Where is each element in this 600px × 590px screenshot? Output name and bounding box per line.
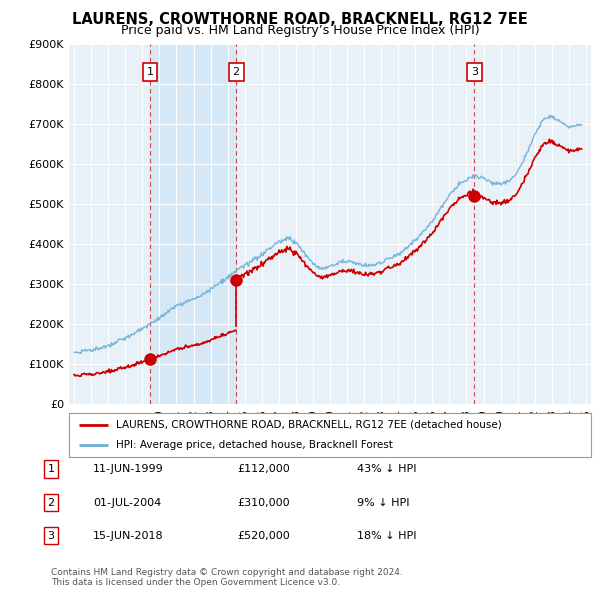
Text: 01-JUL-2004: 01-JUL-2004	[93, 498, 161, 507]
Text: £310,000: £310,000	[237, 498, 290, 507]
Bar	[150, 44, 236, 404]
Text: £112,000: £112,000	[237, 464, 290, 474]
Text: 18% ↓ HPI: 18% ↓ HPI	[357, 531, 416, 540]
Text: HPI: Average price, detached house, Bracknell Forest: HPI: Average price, detached house, Brac…	[116, 440, 393, 450]
Text: 1: 1	[47, 464, 55, 474]
Text: 3: 3	[471, 67, 478, 77]
Text: 2: 2	[47, 498, 55, 507]
Text: LAURENS, CROWTHORNE ROAD, BRACKNELL, RG12 7EE (detached house): LAURENS, CROWTHORNE ROAD, BRACKNELL, RG1…	[116, 420, 502, 430]
Text: £520,000: £520,000	[237, 531, 290, 540]
Text: 2: 2	[233, 67, 240, 77]
Text: 9% ↓ HPI: 9% ↓ HPI	[357, 498, 409, 507]
Text: Contains HM Land Registry data © Crown copyright and database right 2024.
This d: Contains HM Land Registry data © Crown c…	[51, 568, 403, 587]
Text: Price paid vs. HM Land Registry’s House Price Index (HPI): Price paid vs. HM Land Registry’s House …	[121, 24, 479, 37]
Text: 1: 1	[146, 67, 154, 77]
Text: 43% ↓ HPI: 43% ↓ HPI	[357, 464, 416, 474]
Text: 3: 3	[47, 531, 55, 540]
Text: 11-JUN-1999: 11-JUN-1999	[93, 464, 164, 474]
Text: LAURENS, CROWTHORNE ROAD, BRACKNELL, RG12 7EE: LAURENS, CROWTHORNE ROAD, BRACKNELL, RG1…	[72, 12, 528, 27]
Text: 15-JUN-2018: 15-JUN-2018	[93, 531, 164, 540]
